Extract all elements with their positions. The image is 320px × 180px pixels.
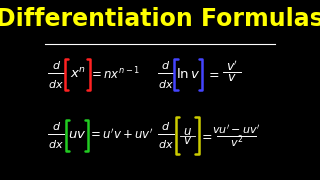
Text: $d$: $d$ xyxy=(161,120,171,132)
Text: $dx$: $dx$ xyxy=(158,78,174,90)
Text: $v$: $v$ xyxy=(227,71,236,84)
Text: $dx$: $dx$ xyxy=(48,138,64,150)
Text: $d$: $d$ xyxy=(52,120,61,132)
Text: $dx$: $dx$ xyxy=(48,78,64,90)
Text: $uv$: $uv$ xyxy=(68,128,86,141)
Text: $v'$: $v'$ xyxy=(226,60,238,74)
Text: $v$: $v$ xyxy=(183,134,192,147)
Text: $= nx^{n-1}$: $= nx^{n-1}$ xyxy=(89,66,140,82)
Text: $\ln v$: $\ln v$ xyxy=(176,67,200,81)
Text: $dx$: $dx$ xyxy=(158,138,174,150)
Text: $= u'v + uv'$: $= u'v + uv'$ xyxy=(88,127,153,142)
Text: $=$: $=$ xyxy=(198,129,212,142)
Text: $x^n$: $x^n$ xyxy=(69,67,85,81)
Text: $=$: $=$ xyxy=(206,68,220,80)
Text: $v^2$: $v^2$ xyxy=(230,134,243,150)
Text: $d$: $d$ xyxy=(52,59,61,71)
Text: Differentiation Formulas: Differentiation Formulas xyxy=(0,7,320,31)
Text: $vu'-uv'$: $vu'-uv'$ xyxy=(212,123,260,136)
Text: $d$: $d$ xyxy=(161,59,171,71)
Text: $u$: $u$ xyxy=(183,125,192,138)
